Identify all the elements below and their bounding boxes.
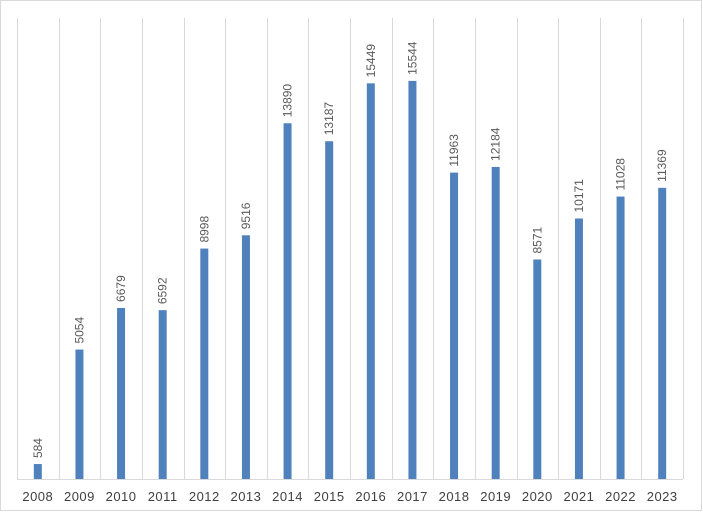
bar-2022 <box>616 196 625 479</box>
bar-2014 <box>283 123 292 480</box>
data-label-2013: 9516 <box>239 202 253 229</box>
bar-2010 <box>117 307 126 479</box>
bar-2013 <box>241 235 250 479</box>
x-tick-label-2012: 2012 <box>189 489 220 504</box>
bar-2015 <box>325 141 334 479</box>
data-label-2009: 5054 <box>72 317 86 344</box>
data-label-2017: 15544 <box>405 41 419 75</box>
x-tick-label-2023: 2023 <box>647 489 678 504</box>
data-label-2020: 8571 <box>530 226 544 253</box>
x-tick-label-2019: 2019 <box>480 489 511 504</box>
data-label-2022: 11028 <box>614 158 628 191</box>
data-label-2010: 6679 <box>114 275 128 302</box>
x-tick-label-2008: 2008 <box>22 489 53 504</box>
data-label-2012: 8998 <box>197 216 211 243</box>
bar-2017 <box>408 80 417 480</box>
bar-2011 <box>158 310 167 479</box>
data-label-2008: 584 <box>31 438 45 458</box>
bars <box>33 80 667 480</box>
bar-2012 <box>200 248 209 479</box>
x-tick-label-2016: 2016 <box>355 489 386 504</box>
bar-2008 <box>33 464 42 479</box>
bar-2016 <box>366 83 375 479</box>
data-label-2018: 11963 <box>447 134 461 167</box>
x-tick-label-2011: 2011 <box>148 489 178 504</box>
x-tick-label-2017: 2017 <box>397 489 428 504</box>
bar-2020 <box>533 259 542 479</box>
bar-2019 <box>491 166 500 479</box>
x-tick-label-2021: 2021 <box>563 489 594 504</box>
data-label-2023: 11369 <box>655 149 669 182</box>
x-tick-label-2018: 2018 <box>439 489 470 504</box>
bar-2009 <box>75 349 84 479</box>
x-tick-label-2009: 2009 <box>64 489 95 504</box>
data-labels: 584 5054 6679 6592 8998 9516 13890 13187 15449 15… <box>31 41 669 458</box>
data-label-2019: 12184 <box>489 127 503 161</box>
x-tick-label-2010: 2010 <box>106 489 137 504</box>
bar-2018 <box>450 172 459 480</box>
data-label-2014: 13890 <box>281 84 295 118</box>
data-label-2016: 15449 <box>364 44 378 78</box>
x-tick-label-2022: 2022 <box>605 489 636 504</box>
gridlines <box>17 18 684 479</box>
x-tick-label-2013: 2013 <box>230 489 261 504</box>
bar-2023 <box>658 187 667 479</box>
data-label-2011: 6592 <box>156 277 170 304</box>
data-label-2015: 13187 <box>322 102 336 136</box>
x-tick-label-2020: 2020 <box>522 489 553 504</box>
data-label-2021: 10171 <box>572 179 586 213</box>
x-tick-label-2014: 2014 <box>272 489 303 504</box>
x-tick-label-2015: 2015 <box>314 489 345 504</box>
x-tick-labels: 2008 2009 2010 2011 2012 2013 2014 2015 2016 2017… <box>22 489 677 504</box>
bar-2021 <box>574 218 583 479</box>
